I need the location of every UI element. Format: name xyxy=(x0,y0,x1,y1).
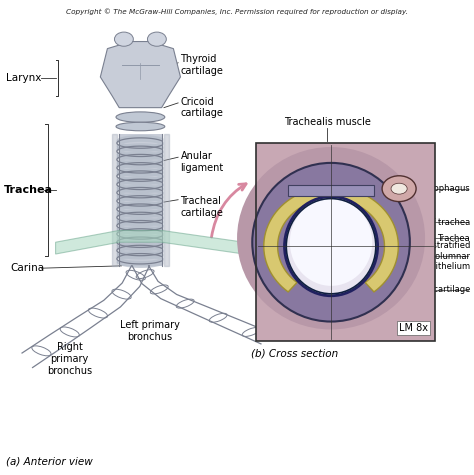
Text: LM 8x: LM 8x xyxy=(399,323,428,333)
Ellipse shape xyxy=(115,32,133,46)
Ellipse shape xyxy=(147,32,166,46)
Polygon shape xyxy=(55,230,244,254)
Polygon shape xyxy=(264,187,398,292)
Text: Anular
ligament: Anular ligament xyxy=(181,151,224,173)
Text: Tracheal
cartilage: Tracheal cartilage xyxy=(181,196,223,218)
Text: Cricoid
cartilage: Cricoid cartilage xyxy=(181,97,223,118)
Text: C-shaped cartilage: C-shaped cartilage xyxy=(391,285,470,294)
Text: (a) Anterior view: (a) Anterior view xyxy=(6,456,93,466)
Ellipse shape xyxy=(284,197,378,296)
Bar xyxy=(288,185,374,196)
Ellipse shape xyxy=(391,183,407,194)
Text: Carina: Carina xyxy=(11,263,45,273)
Ellipse shape xyxy=(290,199,372,286)
Text: Trachea: Trachea xyxy=(438,234,470,243)
Ellipse shape xyxy=(116,122,165,131)
Bar xyxy=(256,143,435,342)
Text: Lumen of trachea: Lumen of trachea xyxy=(396,218,470,227)
Text: Pseudostratified
ciliated columnar
epithelium: Pseudostratified ciliated columnar epith… xyxy=(397,241,470,271)
Ellipse shape xyxy=(252,163,410,322)
Polygon shape xyxy=(100,41,181,108)
Ellipse shape xyxy=(237,147,425,330)
Ellipse shape xyxy=(116,112,165,122)
Text: (b) Cross section: (b) Cross section xyxy=(251,349,338,359)
Text: Left primary
bronchus: Left primary bronchus xyxy=(120,320,180,342)
Bar xyxy=(119,133,162,266)
Ellipse shape xyxy=(382,176,416,201)
Polygon shape xyxy=(112,133,117,266)
Text: Trachealis muscle: Trachealis muscle xyxy=(284,116,371,126)
Text: Thyroid
cartilage: Thyroid cartilage xyxy=(181,54,223,76)
Text: Trachea: Trachea xyxy=(4,185,53,195)
Text: Copyright © The McGraw-Hill Companies, Inc. Permission required for reproduction: Copyright © The McGraw-Hill Companies, I… xyxy=(66,9,408,15)
Bar xyxy=(256,143,435,342)
Polygon shape xyxy=(164,133,169,266)
Text: Larynx: Larynx xyxy=(6,73,42,83)
Text: Right
primary
bronchus: Right primary bronchus xyxy=(47,342,92,376)
Text: Esophagus: Esophagus xyxy=(425,184,470,193)
